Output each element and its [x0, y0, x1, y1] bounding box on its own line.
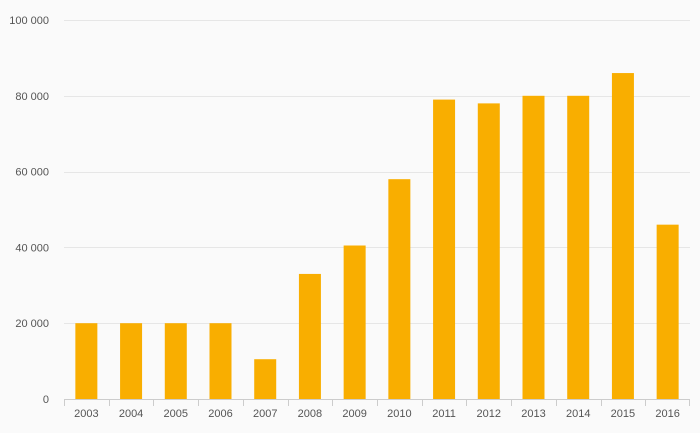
x-tick-label: 2008: [298, 408, 322, 420]
y-tick-label: 80 000: [15, 91, 49, 103]
bars: [75, 73, 679, 400]
bar-2007: [254, 359, 277, 399]
bar-2016: [656, 224, 679, 399]
bar-2003: [75, 323, 98, 399]
x-tick-label: 2013: [521, 408, 545, 420]
gridlines: [64, 20, 690, 324]
x-tick-label: 2006: [208, 408, 232, 420]
x-tick-label: 2009: [342, 408, 366, 420]
bar-2011: [433, 99, 456, 399]
bar-2014: [567, 95, 590, 400]
bar-2004: [120, 323, 143, 399]
x-tick-label: 2004: [119, 408, 143, 420]
bar-2012: [477, 103, 500, 399]
bar-2015: [611, 73, 634, 399]
bar-2009: [343, 245, 366, 399]
y-tick-label: 60 000: [15, 167, 49, 179]
y-tick-label: 20 000: [15, 318, 49, 330]
x-axis-tick-labels: 2003 2004 2005 2006 2007 2008 2009 2010 2011 2012…: [74, 408, 680, 420]
bar-2005: [164, 323, 187, 399]
x-tick-label: 2012: [477, 408, 501, 420]
x-axis: [64, 399, 690, 406]
x-tick-label: 2007: [253, 408, 277, 420]
bar-2013: [522, 95, 545, 400]
y-tick-label: 100 000: [9, 15, 49, 27]
x-tick-label: 2010: [387, 408, 411, 420]
x-tick-label: 2003: [74, 408, 98, 420]
y-tick-label: 0: [43, 394, 49, 406]
bar-2006: [209, 323, 232, 399]
x-tick-label: 2011: [432, 408, 456, 420]
x-tick-label: 2016: [655, 408, 679, 420]
x-tick-label: 2015: [611, 408, 635, 420]
bar-2008: [298, 273, 321, 399]
x-tick-label: 2014: [566, 408, 590, 420]
y-tick-label: 40 000: [15, 242, 49, 254]
bar-2010: [388, 179, 411, 399]
x-tick-label: 2005: [164, 408, 188, 420]
y-axis-tick-labels: 0 20 000 40 000 60 000 80 000 100 000: [9, 15, 49, 406]
